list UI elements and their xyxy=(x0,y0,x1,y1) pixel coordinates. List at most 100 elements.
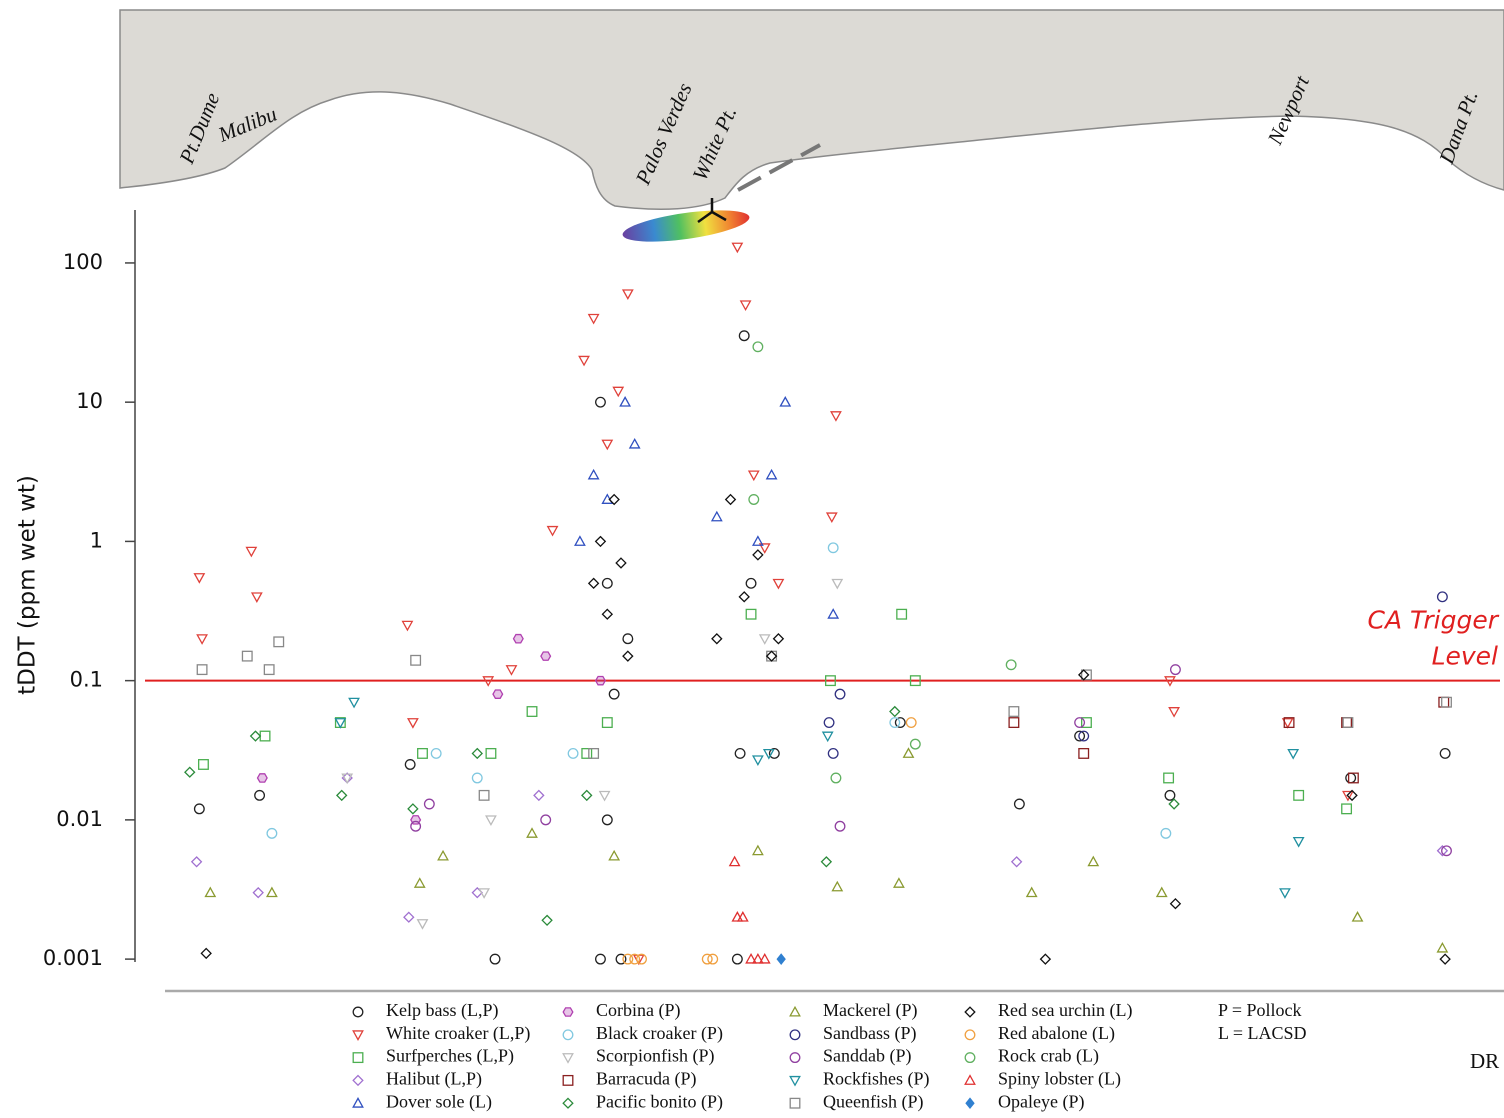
data-point xyxy=(889,717,901,729)
data-point xyxy=(745,608,757,620)
data-point xyxy=(619,396,632,407)
data-point xyxy=(1074,730,1086,742)
data-point xyxy=(478,888,490,899)
data-point xyxy=(256,773,268,783)
data-point xyxy=(581,747,593,759)
data-point xyxy=(1168,798,1180,810)
legend-label: Opaleye (P) xyxy=(998,1091,1084,1112)
data-point xyxy=(831,880,844,892)
legend-label: Rockfishes (P) xyxy=(823,1069,930,1090)
data-point xyxy=(751,952,764,964)
legend-label: Pacific bonito (P) xyxy=(596,1091,723,1112)
data-point xyxy=(1342,717,1354,729)
legend: Kelp bass (L,P)White croaker (L,P)Surfpe… xyxy=(352,1000,1499,1112)
data-point xyxy=(204,886,217,898)
data-point xyxy=(751,844,764,856)
data-point xyxy=(758,952,771,964)
data-point xyxy=(1010,856,1023,868)
data-point xyxy=(896,608,908,620)
legend-marker xyxy=(352,1006,364,1018)
data-point xyxy=(728,855,741,867)
data-point xyxy=(622,633,634,645)
data-point xyxy=(629,953,641,965)
data-point xyxy=(417,747,428,759)
data-point xyxy=(1441,696,1452,708)
data-point xyxy=(1169,664,1181,676)
y-tick-label: 10 xyxy=(76,389,103,413)
data-point xyxy=(710,510,723,522)
data-point xyxy=(889,705,901,718)
data-point xyxy=(541,914,553,927)
data-point xyxy=(827,542,839,554)
data-point xyxy=(437,849,449,861)
data-point xyxy=(193,573,206,584)
data-point xyxy=(1346,789,1358,802)
data-point xyxy=(341,773,354,785)
data-point xyxy=(1439,747,1451,759)
data-point xyxy=(482,676,495,687)
data-point xyxy=(407,718,419,729)
legend-label: Scorpionfish (P) xyxy=(596,1046,715,1067)
trigger-label: CA Trigger xyxy=(1368,606,1500,635)
data-point xyxy=(601,814,613,826)
data-point xyxy=(724,493,737,506)
data-point xyxy=(823,717,835,729)
data-point xyxy=(403,911,415,923)
data-point xyxy=(266,827,278,839)
data-point xyxy=(779,396,792,407)
coastline xyxy=(119,9,1504,211)
data-point xyxy=(731,953,743,965)
legend-label: Dover sole (L) xyxy=(386,1091,492,1112)
data-point xyxy=(1168,707,1180,718)
data-point xyxy=(334,718,347,729)
legend-label: Surfperches (L,P) xyxy=(386,1046,514,1067)
legend-label: Rock crab (L) xyxy=(998,1046,1099,1067)
legend-marker xyxy=(964,1074,976,1085)
data-point xyxy=(492,689,504,699)
data-point xyxy=(598,790,611,802)
data-point xyxy=(701,953,713,965)
data-point xyxy=(905,717,917,729)
data-point xyxy=(1039,953,1052,965)
data-point xyxy=(1164,789,1176,801)
data-point xyxy=(601,717,613,729)
data-point xyxy=(738,330,750,342)
data-point xyxy=(587,313,600,325)
annotation: DR xyxy=(1470,1049,1499,1073)
legend-label: Kelp bass (L,P) xyxy=(386,1000,498,1021)
data-point xyxy=(505,665,518,676)
data-point xyxy=(578,355,590,367)
legend-label: Halibut (L,P) xyxy=(386,1069,482,1090)
data-point xyxy=(1279,888,1291,899)
data-point xyxy=(747,470,760,482)
data-point xyxy=(636,953,647,965)
y-tick-label: 0.001 xyxy=(43,946,103,970)
data-point xyxy=(768,747,780,759)
data-point xyxy=(489,953,501,965)
data-point xyxy=(413,877,426,888)
data-point xyxy=(752,549,764,561)
data-point xyxy=(608,849,621,861)
data-point xyxy=(1441,845,1452,857)
data-point xyxy=(834,688,846,700)
data-point xyxy=(478,789,490,801)
data-point xyxy=(731,911,744,922)
data-point xyxy=(404,759,416,770)
legend-marker xyxy=(789,1029,801,1041)
data-point xyxy=(526,827,538,838)
legend-label: Red sea urchin (L) xyxy=(998,1000,1132,1021)
data-point xyxy=(825,512,838,524)
data-point xyxy=(762,748,775,760)
data-point xyxy=(1351,911,1364,922)
data-point xyxy=(830,772,842,784)
data-point xyxy=(731,242,744,254)
data-point xyxy=(751,755,764,766)
plume xyxy=(622,210,750,242)
legend-label: Corbina (P) xyxy=(596,1000,681,1021)
data-point xyxy=(601,439,614,451)
legend-marker xyxy=(964,1006,976,1018)
data-point xyxy=(738,591,750,603)
data-point xyxy=(825,675,836,687)
data-point xyxy=(410,654,422,666)
data-point xyxy=(196,664,208,676)
